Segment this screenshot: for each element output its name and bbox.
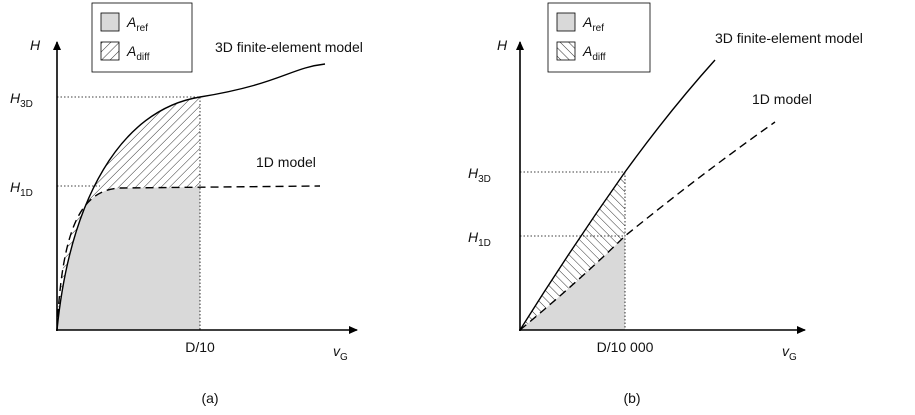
curve-3d-label: 3D finite-element model <box>215 39 363 55</box>
text-part: 1D <box>478 238 491 249</box>
curve-3d <box>519 59 716 331</box>
panel-a: H H3D H1D D/10 vG (a) 3D finite-element … <box>10 2 363 406</box>
panel-b: H H3D H1D D/10 000 vG (b) 3D finite-elem… <box>468 2 863 406</box>
curve-3d-label: 3D finite-element model <box>715 30 863 46</box>
h1d-label: H1D <box>468 229 491 249</box>
h3d-label: H3D <box>10 90 33 110</box>
x-axis-label: vG <box>333 343 348 363</box>
text-part: diff <box>592 52 605 63</box>
caption: (a) <box>201 390 218 406</box>
text-part: A <box>126 43 136 59</box>
curve-3d <box>56 63 326 331</box>
text-part: H <box>10 90 21 106</box>
legend-swatch <box>100 12 120 32</box>
text-part: H <box>10 179 21 195</box>
x-tick-label: D/10 000 <box>597 339 654 355</box>
curve-1d-label: 1D model <box>256 154 316 170</box>
text-part: ref <box>592 23 604 34</box>
caption: (b) <box>623 390 640 406</box>
legend-swatch <box>556 41 576 61</box>
text-part: G <box>789 352 797 363</box>
area-ref <box>520 236 625 330</box>
text-part: ref <box>136 23 148 34</box>
legend <box>91 2 193 73</box>
text-part: H <box>468 229 479 245</box>
text-part: H <box>468 165 479 181</box>
legend-swatch <box>100 41 120 61</box>
curve-1d-label: 1D model <box>752 91 812 107</box>
area-diff <box>57 97 200 330</box>
text-part: A <box>582 14 592 30</box>
text-part: v <box>782 343 790 359</box>
text-part: 3D <box>478 174 491 185</box>
h3d-label: H3D <box>468 165 491 185</box>
legend-label: Aref <box>126 14 148 34</box>
text-part: A <box>126 14 136 30</box>
text-part: diff <box>136 52 149 63</box>
text-part: 1D <box>20 188 33 199</box>
text-part: G <box>340 352 348 363</box>
legend-label: Adiff <box>582 43 606 63</box>
curve-1d <box>519 121 776 331</box>
x-tick-label: D/10 <box>185 339 215 355</box>
legend-label: Adiff <box>126 43 150 63</box>
y-axis-label: H <box>30 37 41 53</box>
legend-swatch <box>556 12 576 32</box>
text-part: v <box>333 343 341 359</box>
curve-1d <box>56 185 321 331</box>
area-ref <box>57 187 200 330</box>
text-part: 3D <box>20 99 33 110</box>
area-diff <box>520 172 625 330</box>
text-part: A <box>582 43 592 59</box>
h1d-label: H1D <box>10 179 33 199</box>
legend-label: Aref <box>582 14 604 34</box>
y-axis-label: H <box>497 37 508 53</box>
x-axis-label: vG <box>782 343 797 363</box>
